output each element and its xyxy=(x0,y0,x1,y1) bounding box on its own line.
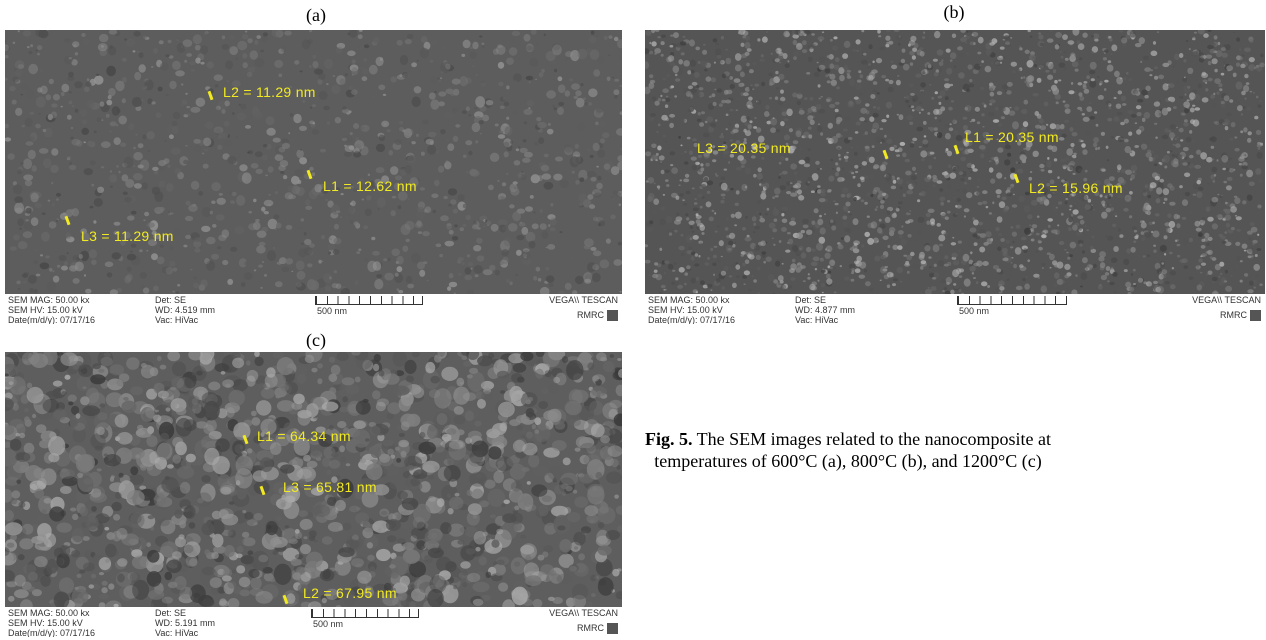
measurement-label: L3 = 65.81 nm xyxy=(283,479,377,495)
info-vac: Vac: HiVac xyxy=(795,315,839,324)
lab-logo-icon xyxy=(607,310,618,322)
sem-image-a: L2 = 11.29 nm L1 = 12.62 nm L3 = 11.29 n… xyxy=(5,30,622,324)
lab-label: RMRC xyxy=(577,310,618,322)
scale-bar xyxy=(957,296,1067,305)
info-hv: SEM HV: 15.00 kV xyxy=(8,305,83,315)
sem-texture xyxy=(5,352,622,607)
sem-info-bar: SEM MAG: 50.00 kx SEM HV: 15.00 kV Date(… xyxy=(645,294,1265,324)
lab-label: RMRC xyxy=(577,623,618,635)
scale-label: 500 nm xyxy=(313,619,344,629)
info-det: Det: SE xyxy=(155,608,187,618)
info-mag: SEM MAG: 50.00 kx xyxy=(648,295,730,305)
info-wd: WD: 4.877 mm xyxy=(795,305,856,315)
info-date: Date(m/d/y): 07/17/16 xyxy=(8,315,96,324)
panel-a-label: (a) xyxy=(306,5,326,25)
sem-image-b: L3 = 20.35 nm L1 = 20.35 nm L2 = 15.96 n… xyxy=(645,30,1265,324)
info-date: Date(m/d/y): 07/17/16 xyxy=(8,628,96,637)
measurement-label: L1 = 20.35 nm xyxy=(965,129,1059,145)
scale-label: 500 nm xyxy=(959,306,990,316)
scale-label: 500 nm xyxy=(317,306,348,316)
measurement-label: L2 = 15.96 nm xyxy=(1029,180,1123,196)
measurement-label: L3 = 11.29 nm xyxy=(81,228,174,244)
sem-texture xyxy=(5,30,622,294)
info-date: Date(m/d/y): 07/17/16 xyxy=(648,315,736,324)
info-mag: SEM MAG: 50.00 kx xyxy=(8,608,90,618)
figure-caption: Fig. 5. The SEM images related to the na… xyxy=(632,428,1064,472)
panel-c-label: (c) xyxy=(306,330,326,350)
measurement-label: L3 = 20.35 nm xyxy=(697,140,791,156)
info-vac: Vac: HiVac xyxy=(155,315,199,324)
lab-logo-icon xyxy=(607,623,618,635)
lab-logo-icon xyxy=(1250,310,1261,322)
sem-info-bar: SEM MAG: 50.00 kx SEM HV: 15.00 kV Date(… xyxy=(5,607,622,637)
measurement-label: L2 = 67.95 nm xyxy=(303,585,397,601)
panel-b-label: (b) xyxy=(943,2,965,22)
lab-label: RMRC xyxy=(1220,310,1261,322)
vendor-label: VEGA\\ TESCAN xyxy=(549,295,618,305)
measurement-label: L1 = 12.62 nm xyxy=(323,178,417,194)
info-hv: SEM HV: 15.00 kV xyxy=(648,305,723,315)
scale-bar xyxy=(315,296,423,305)
measurement-label: L2 = 11.29 nm xyxy=(223,84,316,100)
info-det: Det: SE xyxy=(155,295,187,305)
vendor-label: VEGA\\ TESCAN xyxy=(549,608,618,618)
caption-text: The SEM images related to the nanocompos… xyxy=(654,429,1052,471)
sem-texture xyxy=(645,30,1265,294)
caption-label: Fig. 5. xyxy=(644,429,693,449)
info-mag: SEM MAG: 50.00 kx xyxy=(8,295,90,305)
measurement-label: L1 = 64.34 nm xyxy=(257,428,351,444)
info-det: Det: SE xyxy=(795,295,827,305)
vendor-label: VEGA\\ TESCAN xyxy=(1192,295,1261,305)
info-wd: WD: 4.519 mm xyxy=(155,305,216,315)
scale-bar xyxy=(311,609,419,618)
info-hv: SEM HV: 15.00 kV xyxy=(8,618,83,628)
sem-info-bar: SEM MAG: 50.00 kx SEM HV: 15.00 kV Date(… xyxy=(5,294,622,324)
info-wd: WD: 5.191 mm xyxy=(155,618,216,628)
info-vac: Vac: HiVac xyxy=(155,628,199,637)
sem-image-c: L1 = 64.34 nm L3 = 65.81 nm L2 = 67.95 n… xyxy=(5,352,622,637)
